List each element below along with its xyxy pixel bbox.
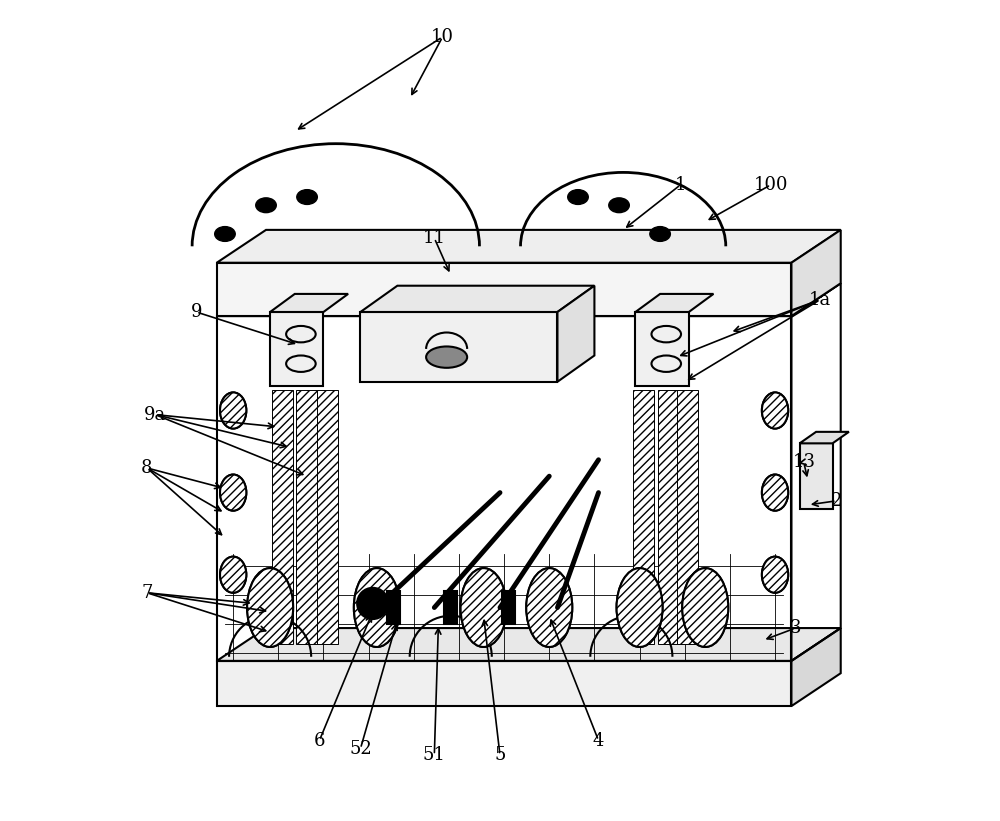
Ellipse shape [568, 190, 588, 204]
Text: 13: 13 [792, 453, 815, 471]
Ellipse shape [220, 392, 246, 429]
Polygon shape [557, 286, 594, 382]
Ellipse shape [682, 568, 728, 647]
Bar [270, 312, 323, 386]
Text: 2: 2 [831, 492, 842, 510]
Text: 52: 52 [349, 740, 372, 758]
Ellipse shape [426, 346, 467, 368]
Polygon shape [360, 286, 594, 312]
Ellipse shape [617, 568, 663, 647]
Ellipse shape [650, 227, 670, 241]
Bar [677, 390, 698, 644]
Bar [217, 263, 791, 316]
Ellipse shape [220, 392, 246, 429]
Polygon shape [635, 294, 713, 312]
Bar [658, 390, 679, 644]
Ellipse shape [762, 557, 788, 593]
Ellipse shape [461, 568, 507, 647]
Text: 1a: 1a [809, 291, 831, 309]
Ellipse shape [354, 568, 400, 647]
Ellipse shape [617, 568, 663, 647]
Ellipse shape [461, 568, 507, 647]
Bar [800, 443, 833, 509]
Ellipse shape [762, 392, 788, 429]
Bar [217, 661, 791, 706]
Text: 100: 100 [754, 176, 788, 194]
Ellipse shape [220, 475, 246, 511]
Ellipse shape [256, 198, 276, 213]
Text: 6: 6 [314, 732, 325, 750]
Text: 3: 3 [790, 619, 801, 637]
Bar [317, 390, 338, 644]
Polygon shape [800, 432, 849, 443]
Bar [635, 312, 689, 386]
Bar [272, 390, 293, 644]
Polygon shape [791, 628, 841, 706]
Ellipse shape [762, 557, 788, 593]
Text: 9a: 9a [144, 406, 166, 424]
Ellipse shape [247, 568, 293, 647]
Bar [387, 591, 400, 624]
Bar [502, 591, 515, 624]
Ellipse shape [762, 392, 788, 429]
Ellipse shape [357, 588, 388, 619]
Text: 9: 9 [190, 303, 202, 321]
Polygon shape [217, 230, 841, 263]
Ellipse shape [682, 568, 728, 647]
Ellipse shape [354, 568, 400, 647]
Text: 10: 10 [431, 28, 454, 46]
Ellipse shape [762, 475, 788, 511]
Bar [633, 390, 654, 644]
Ellipse shape [220, 557, 246, 593]
Polygon shape [217, 628, 841, 661]
Bar [296, 390, 318, 644]
Polygon shape [791, 230, 841, 316]
Bar [217, 316, 791, 661]
Bar [360, 312, 557, 382]
Text: 4: 4 [593, 732, 604, 750]
Ellipse shape [247, 568, 293, 647]
Ellipse shape [215, 227, 235, 241]
Text: 51: 51 [423, 746, 446, 764]
Ellipse shape [762, 475, 788, 511]
Polygon shape [270, 294, 348, 312]
Text: 11: 11 [423, 229, 446, 247]
Ellipse shape [609, 198, 629, 213]
Ellipse shape [220, 475, 246, 511]
Ellipse shape [526, 568, 572, 647]
Bar [444, 591, 457, 624]
Text: 5: 5 [494, 746, 506, 764]
Text: 1: 1 [675, 176, 686, 194]
Ellipse shape [526, 568, 572, 647]
Ellipse shape [297, 190, 317, 204]
Text: 7: 7 [141, 584, 153, 602]
Ellipse shape [220, 557, 246, 593]
Text: 8: 8 [141, 459, 153, 477]
